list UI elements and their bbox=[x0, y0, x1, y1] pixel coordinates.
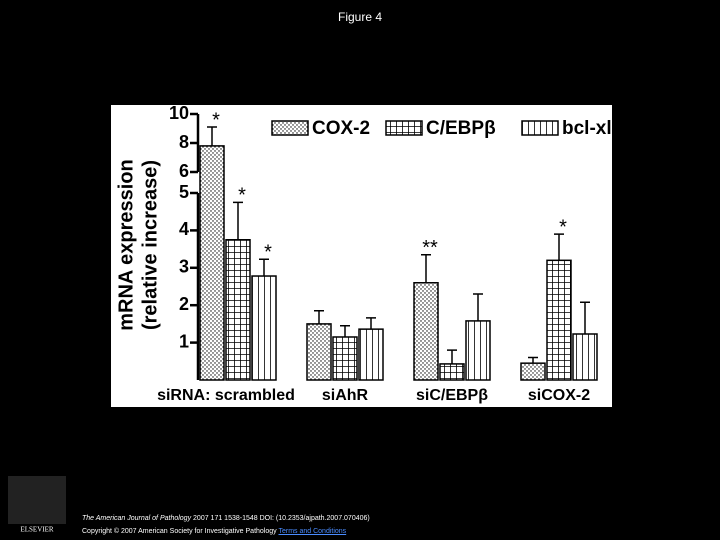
y-tick-label: 5 bbox=[179, 182, 189, 202]
y-tick-label: 3 bbox=[179, 257, 189, 277]
y-tick-label: 2 bbox=[179, 294, 189, 314]
legend-swatch bbox=[271, 120, 309, 136]
significance-mark: * bbox=[264, 241, 272, 263]
error-bar bbox=[447, 349, 457, 364]
bar bbox=[546, 259, 572, 381]
legend-label: COX-2 bbox=[312, 118, 370, 139]
slide-title: Figure 4 bbox=[338, 10, 382, 24]
citation: 2007 171 1538-1548 DOI: (10.2353/ajpath.… bbox=[193, 515, 370, 522]
y-axis-label: (relative increase) bbox=[139, 160, 161, 330]
bar bbox=[199, 145, 225, 381]
error-bar bbox=[580, 301, 590, 334]
bar bbox=[439, 363, 465, 381]
error-bar bbox=[340, 325, 350, 337]
y-tick-label: 4 bbox=[179, 219, 189, 239]
bar bbox=[251, 275, 277, 381]
bar bbox=[358, 328, 384, 381]
y-tick-label: 10 bbox=[169, 103, 189, 123]
error-bar bbox=[314, 310, 324, 324]
x-tick-label: siC/EBPβ bbox=[416, 387, 488, 404]
chart: 1 2 3 4 56 8 10 mRNA expression (relative increa… bbox=[115, 103, 612, 404]
legend-swatch bbox=[385, 120, 423, 136]
y-axis-label: mRNA expression bbox=[115, 159, 137, 331]
y-tick-label: 1 bbox=[179, 331, 189, 351]
copyright: Copyright © 2007 American Society for In… bbox=[82, 528, 277, 535]
significance-mark: * bbox=[559, 216, 567, 238]
x-tick-label: siRNA: scrambled bbox=[157, 387, 295, 404]
bar bbox=[225, 239, 251, 381]
bar bbox=[332, 336, 358, 381]
error-bar bbox=[528, 356, 538, 364]
legend-swatch bbox=[521, 120, 559, 136]
error-bar bbox=[473, 293, 483, 321]
y-tick-label: 8 bbox=[179, 132, 189, 152]
significance-mark: * bbox=[212, 109, 220, 131]
terms-link[interactable]: Terms and Conditions bbox=[278, 528, 347, 535]
journal: The American Journal of Pathology bbox=[82, 515, 192, 522]
bar bbox=[465, 320, 491, 381]
error-bar bbox=[554, 233, 564, 261]
logo-tree bbox=[8, 476, 66, 524]
y-tick-label: 6 bbox=[179, 161, 189, 181]
error-bar bbox=[366, 317, 376, 330]
bar bbox=[413, 282, 439, 381]
bar bbox=[306, 323, 332, 381]
x-tick-label: siCOX-2 bbox=[528, 387, 590, 404]
legend-label: C/EBPβ bbox=[426, 118, 496, 139]
bar bbox=[520, 362, 546, 381]
significance-mark: * bbox=[238, 185, 246, 207]
bar bbox=[572, 333, 598, 381]
logo-text: ELSEVIER bbox=[20, 526, 53, 534]
error-bar bbox=[207, 126, 217, 146]
legend-label: bcl-xl bbox=[562, 118, 612, 139]
citation-line: The American Journal of Pathology 2007 1… bbox=[82, 515, 370, 522]
error-bar bbox=[233, 201, 243, 240]
significance-mark: ** bbox=[422, 237, 438, 259]
x-tick-label: siAhR bbox=[322, 387, 369, 404]
error-bar bbox=[259, 258, 269, 277]
error-bar bbox=[421, 253, 431, 283]
copyright-line: Copyright © 2007 American Society for In… bbox=[82, 528, 346, 535]
